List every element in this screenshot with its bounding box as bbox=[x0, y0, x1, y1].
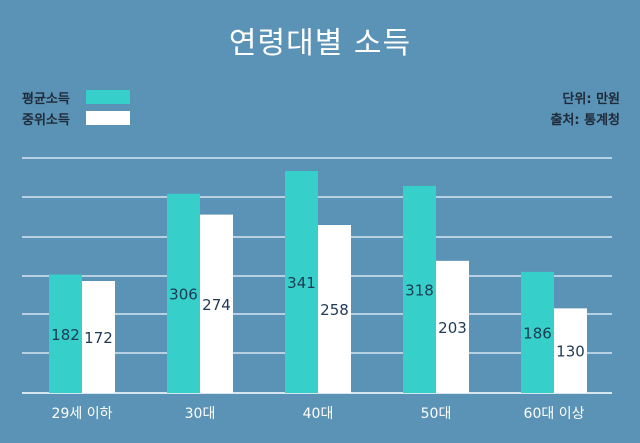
bar-mean-income bbox=[49, 274, 82, 393]
bar-mean-income bbox=[521, 271, 554, 393]
bar-median-income bbox=[82, 281, 115, 393]
data-label-median-income: 130 bbox=[556, 343, 585, 361]
data-label-mean-income: 341 bbox=[287, 274, 316, 292]
category-label: 30대 bbox=[185, 406, 216, 422]
chart-title: 연령대별 소득 bbox=[228, 26, 412, 61]
bar-median-income bbox=[436, 260, 469, 393]
category-label: 60대 이상 bbox=[524, 406, 585, 422]
data-label-median-income: 258 bbox=[320, 301, 349, 319]
data-label-mean-income: 318 bbox=[405, 281, 434, 299]
legend-label-mean-income: 평균소득 bbox=[22, 91, 70, 107]
category-label: 50대 bbox=[421, 406, 452, 422]
legend-swatch-mean-income bbox=[86, 90, 130, 104]
data-label-mean-income: 186 bbox=[523, 324, 552, 342]
data-label-median-income: 203 bbox=[438, 319, 467, 337]
unit-note: 단위: 만원 bbox=[562, 92, 620, 107]
bar-mean-income bbox=[285, 171, 318, 393]
data-label-mean-income: 306 bbox=[169, 285, 198, 303]
bar-mean-income bbox=[167, 193, 200, 393]
bar-median-income bbox=[554, 308, 587, 393]
category-label: 40대 bbox=[303, 406, 334, 422]
legend-item-mean-income: 평균소득 bbox=[22, 88, 130, 107]
source-note: 출처: 통계청 bbox=[550, 113, 620, 128]
data-label-mean-income: 182 bbox=[51, 326, 80, 344]
bar-median-income bbox=[318, 225, 351, 393]
bar-median-income bbox=[200, 214, 233, 393]
data-label-median-income: 274 bbox=[202, 296, 231, 314]
data-label-median-income: 172 bbox=[84, 329, 113, 347]
legend-item-median-income: 중위소득 bbox=[22, 109, 130, 128]
legend-label-median-income: 중위소득 bbox=[22, 112, 70, 128]
bar-mean-income bbox=[403, 185, 436, 393]
category-label: 29세 이하 bbox=[52, 406, 113, 422]
legend-swatch-median-income bbox=[86, 111, 130, 125]
